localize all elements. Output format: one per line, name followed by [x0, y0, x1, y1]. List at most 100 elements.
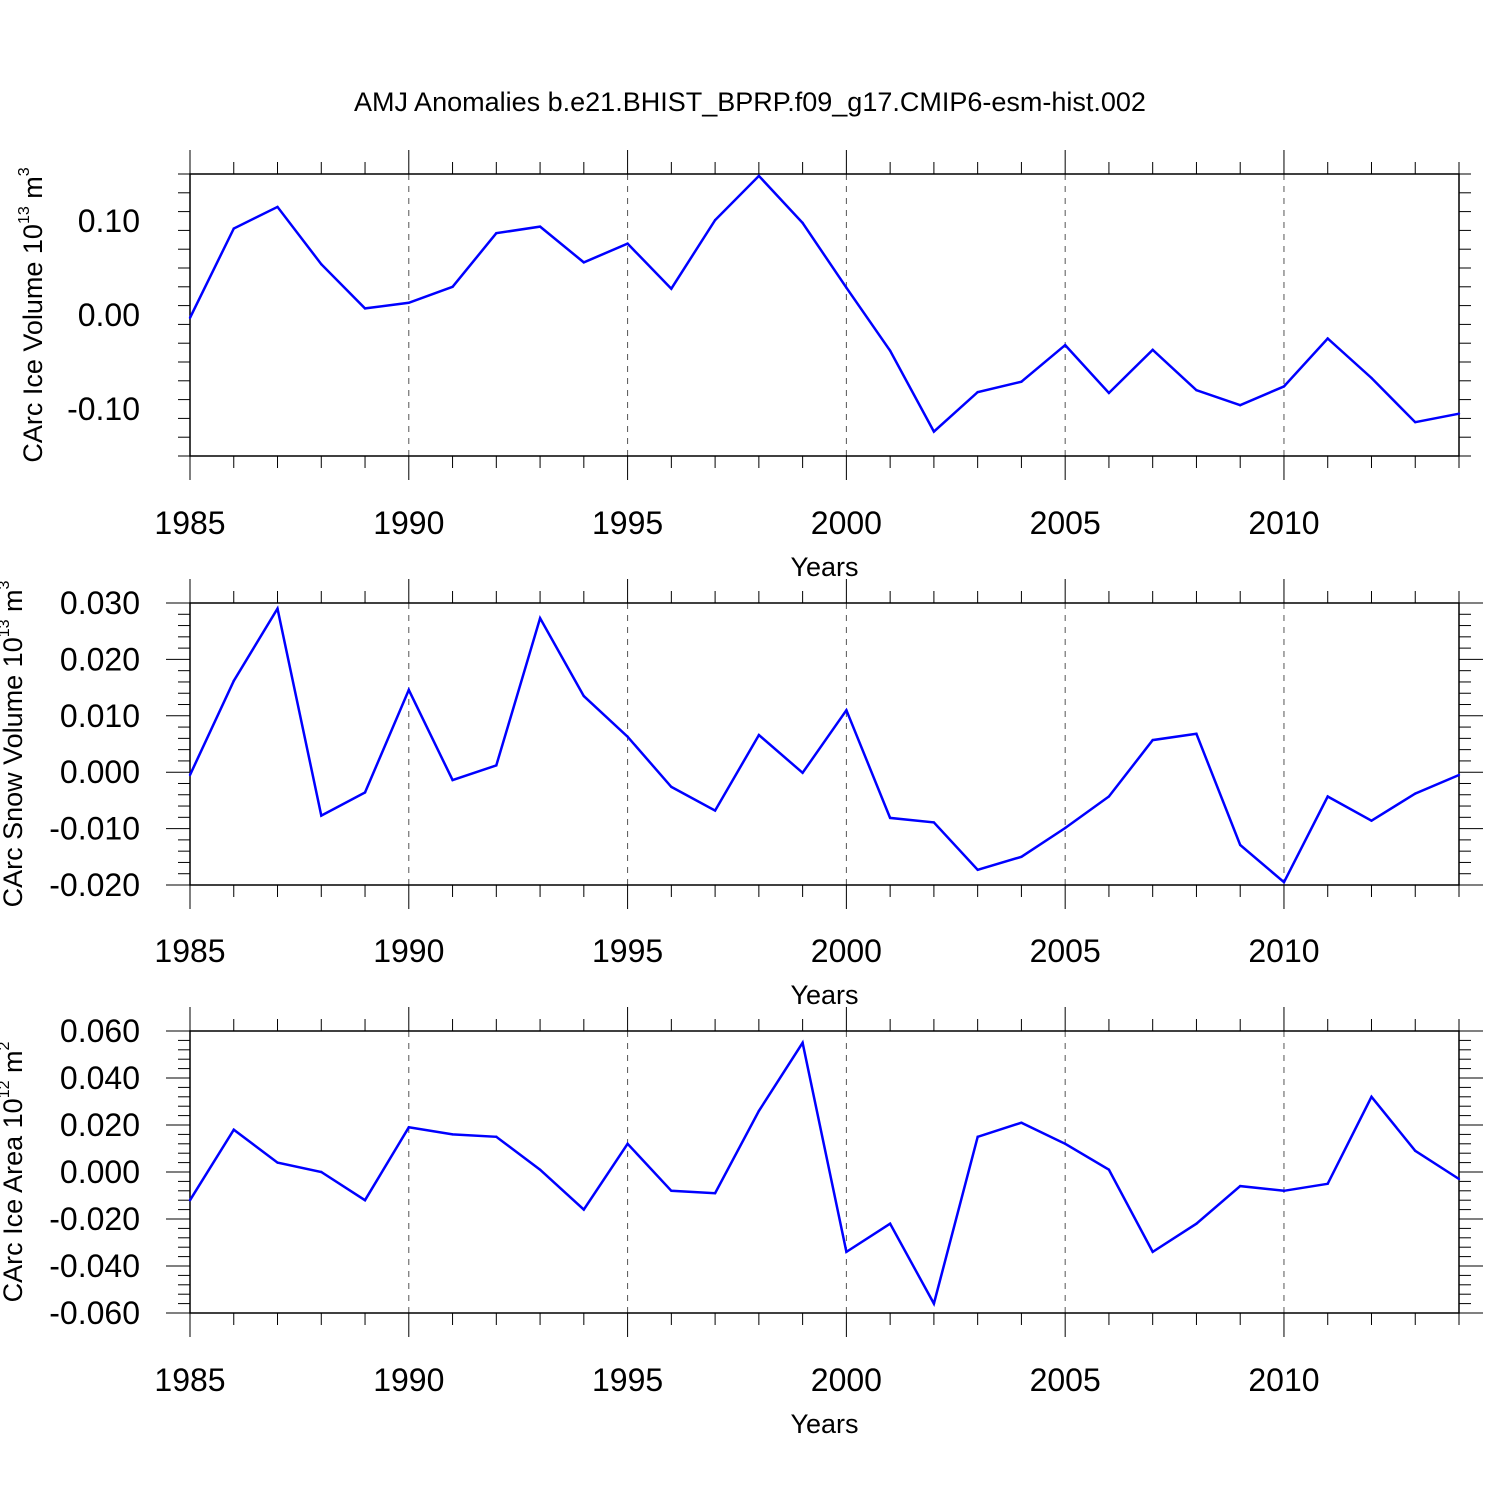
- y-axis-label-base: CArc Ice Volume 10: [18, 224, 48, 463]
- data-point: [1063, 1142, 1067, 1146]
- x-tick-label: 2000: [811, 1362, 882, 1398]
- data-point: [888, 1222, 892, 1225]
- data-point: [1195, 389, 1198, 392]
- data-point: [1020, 855, 1023, 858]
- data-point: [1020, 1121, 1023, 1124]
- data-point: [932, 821, 936, 824]
- data-point: [1370, 1095, 1373, 1099]
- data-point: [363, 1199, 367, 1202]
- y-tick-label: -0.040: [49, 1248, 140, 1284]
- data-point: [451, 285, 454, 288]
- x-tick-label: 2005: [1030, 1362, 1101, 1398]
- data-point: [188, 1199, 192, 1202]
- data-point: [713, 1191, 717, 1195]
- data-point: [1151, 348, 1154, 351]
- x-tick-label: 1990: [373, 1362, 444, 1398]
- data-point: [1457, 412, 1461, 415]
- x-tick-label: 1995: [592, 1362, 663, 1398]
- data-point: [670, 785, 673, 789]
- y-tick-label: 0.10: [78, 203, 140, 239]
- series-line: [188, 174, 1460, 434]
- y-tick-label: -0.020: [49, 867, 140, 903]
- data-point: [801, 771, 804, 774]
- data-point: [713, 809, 717, 812]
- data-point: [276, 1161, 279, 1164]
- y-tick-label: 0.000: [60, 754, 140, 790]
- y-tick-label: 0.040: [60, 1060, 140, 1096]
- data-point: [976, 868, 979, 871]
- data-point: [1239, 404, 1242, 407]
- series-line: [188, 605, 1460, 885]
- data-point: [1457, 773, 1461, 777]
- data-point: [232, 679, 235, 683]
- data-point: [538, 617, 542, 620]
- data-point: [1195, 732, 1198, 736]
- data-point: [1282, 385, 1286, 388]
- x-tick-label: 1995: [592, 505, 663, 541]
- data-point: [1282, 880, 1286, 884]
- data-point: [626, 242, 629, 245]
- data-point: [1107, 1168, 1111, 1171]
- y-tick-label: 0.00: [78, 297, 140, 333]
- data-point: [1326, 795, 1329, 798]
- data-point: [451, 1133, 454, 1136]
- data-point: [407, 1126, 410, 1129]
- data-point: [1107, 795, 1111, 798]
- data-point: [1370, 376, 1373, 380]
- data-point: [320, 814, 323, 817]
- y-axis-label-unit: m: [0, 1051, 28, 1081]
- plot-frame: [189, 1030, 1460, 1314]
- data-point: [1457, 1177, 1461, 1181]
- y-tick-label: -0.010: [49, 811, 140, 847]
- data-point: [1151, 1250, 1154, 1254]
- data-point: [1063, 343, 1067, 347]
- x-tick-label: 2005: [1030, 933, 1101, 969]
- y-axis-label-unit-exponent: 2: [0, 1042, 13, 1051]
- data-point: [1239, 843, 1242, 847]
- y-axis-label-unit: m: [0, 589, 28, 619]
- data-point: [363, 307, 367, 310]
- data-point: [495, 1135, 498, 1138]
- y-tick-label: 0.010: [60, 698, 140, 734]
- data-point: [757, 174, 761, 178]
- data-point: [757, 1109, 761, 1113]
- data-point: [757, 733, 761, 737]
- x-tick-label: 1985: [154, 505, 225, 541]
- y-tick-label: -0.020: [49, 1201, 140, 1237]
- data-point: [538, 1168, 542, 1171]
- data-point: [232, 1128, 235, 1131]
- data-point: [495, 764, 498, 767]
- x-tick-label: 1985: [154, 1362, 225, 1398]
- data-point: [626, 735, 629, 738]
- y-tick-label: 0.030: [60, 585, 140, 621]
- figure-title: AMJ Anomalies b.e21.BHIST_BPRP.f09_g17.C…: [354, 87, 1146, 117]
- plot-frame: [189, 602, 1460, 886]
- x-tick-label: 2010: [1248, 505, 1319, 541]
- x-axis-label: Years: [790, 980, 858, 1010]
- y-axis-label-unit: m: [18, 176, 48, 206]
- data-point: [932, 1302, 936, 1305]
- data-point: [1326, 1182, 1329, 1185]
- panel-ice-area: 1985 1990 1995 2000 2005 2010 -0.060 -0.040 -0.0…: [0, 1007, 1483, 1439]
- data-point: [932, 430, 936, 433]
- data-point: [188, 316, 192, 320]
- data-point: [670, 1189, 673, 1193]
- y-axis-label-base: CArc Ice Area 10: [0, 1098, 28, 1302]
- x-tick-label: 1985: [154, 933, 225, 969]
- y-axis-label: CArc Ice Volume 1013 m3: [16, 167, 48, 462]
- y-tick-label: -0.060: [49, 1295, 140, 1331]
- data-point: [888, 816, 892, 820]
- y-axis-label: CArc Ice Area 1012 m2: [0, 1042, 28, 1303]
- panel-snow-volume: 1985 1990 1995 2000 2005 2010 -0.020 -0.010 0.00…: [0, 579, 1483, 1010]
- data-point: [582, 261, 586, 264]
- y-tick-label: 0.000: [60, 1154, 140, 1190]
- data-point: [845, 708, 848, 712]
- series-line: [188, 1039, 1460, 1307]
- data-point: [232, 227, 235, 230]
- data-point: [1195, 1222, 1198, 1225]
- y-tick-label: 0.020: [60, 641, 140, 677]
- data-point: [670, 287, 673, 290]
- data-point: [713, 218, 717, 222]
- data-point: [407, 688, 410, 692]
